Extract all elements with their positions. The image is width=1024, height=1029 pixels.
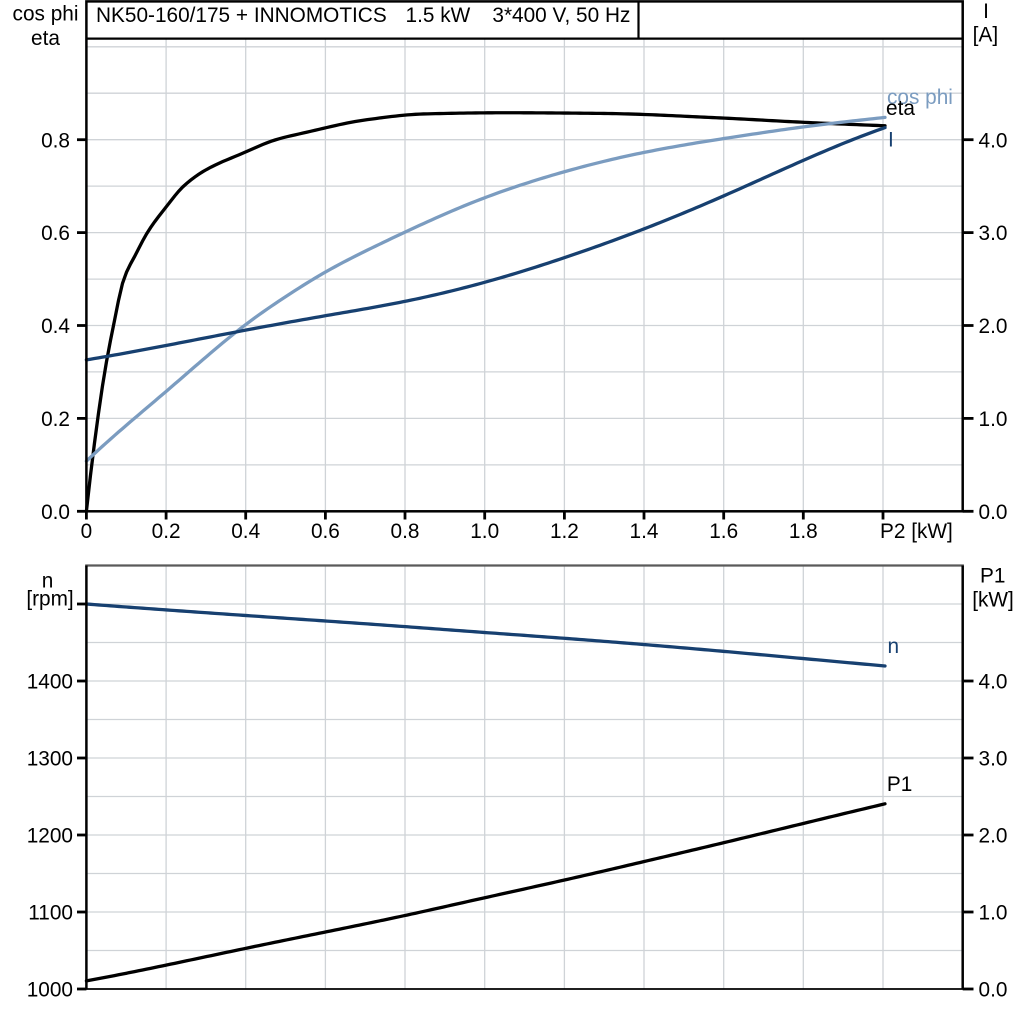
svg-text:0.8: 0.8: [391, 520, 420, 543]
svg-text:1.5 kW: 1.5 kW: [406, 4, 471, 27]
svg-text:0.6: 0.6: [41, 222, 70, 245]
svg-text:2.0: 2.0: [979, 825, 1008, 848]
svg-text:P2 [kW]: P2 [kW]: [880, 520, 953, 543]
svg-text:1.6: 1.6: [709, 520, 738, 543]
svg-text:n: n: [888, 635, 900, 658]
svg-text:4.0: 4.0: [979, 671, 1008, 694]
svg-text:cos phi: cos phi: [13, 3, 79, 26]
svg-text:0.4: 0.4: [231, 520, 260, 543]
svg-text:2.0: 2.0: [979, 315, 1008, 338]
svg-text:0: 0: [81, 520, 93, 543]
svg-text:0.2: 0.2: [41, 408, 70, 431]
svg-text:cos phi: cos phi: [887, 86, 953, 109]
svg-text:0.0: 0.0: [979, 501, 1008, 524]
svg-text:0.4: 0.4: [41, 315, 70, 338]
svg-text:0.2: 0.2: [152, 520, 181, 543]
svg-text:3.0: 3.0: [979, 748, 1008, 771]
svg-text:3.0: 3.0: [979, 222, 1008, 245]
svg-text:1300: 1300: [27, 748, 73, 771]
svg-text:1.0: 1.0: [470, 520, 499, 543]
svg-text:I: I: [983, 0, 989, 23]
svg-text:0.8: 0.8: [41, 129, 70, 152]
svg-text:3*400 V, 50 Hz: 3*400 V, 50 Hz: [492, 4, 630, 27]
svg-text:[kW]: [kW]: [972, 588, 1014, 611]
svg-text:1.0: 1.0: [979, 408, 1008, 431]
svg-text:1.8: 1.8: [789, 520, 818, 543]
svg-text:P1: P1: [980, 565, 1005, 588]
svg-text:eta: eta: [31, 27, 60, 50]
svg-text:I: I: [888, 128, 894, 151]
svg-text:[A]: [A]: [973, 24, 998, 47]
svg-text:0.6: 0.6: [311, 520, 340, 543]
svg-text:n: n: [42, 570, 54, 593]
svg-text:1000: 1000: [27, 979, 73, 1002]
svg-text:P1: P1: [887, 773, 912, 796]
svg-text:1.2: 1.2: [550, 520, 579, 543]
svg-text:[rpm]: [rpm]: [26, 588, 73, 611]
svg-text:1400: 1400: [27, 671, 73, 694]
svg-text:1.4: 1.4: [630, 520, 659, 543]
svg-text:eta: eta: [886, 97, 915, 120]
svg-text:1.0: 1.0: [979, 902, 1008, 925]
svg-text:1200: 1200: [27, 825, 73, 848]
svg-text:NK50-160/175 + INNOMOTICS: NK50-160/175 + INNOMOTICS: [96, 4, 387, 27]
svg-text:4.0: 4.0: [979, 129, 1008, 152]
svg-text:1100: 1100: [28, 902, 73, 925]
svg-text:0.0: 0.0: [41, 501, 70, 524]
svg-text:0.0: 0.0: [979, 979, 1008, 1002]
